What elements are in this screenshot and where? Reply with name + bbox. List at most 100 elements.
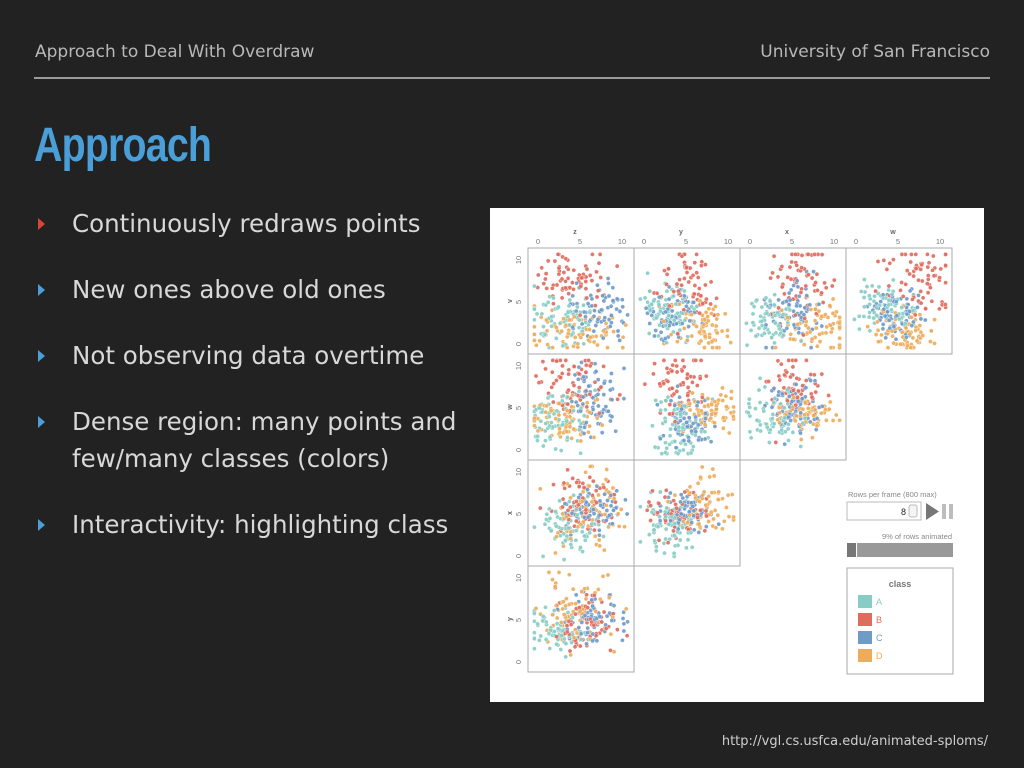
play-icon [926,503,939,520]
data-point [665,499,671,505]
row-header: v [507,299,514,303]
data-point [777,420,782,426]
data-point [598,503,603,508]
data-point [671,289,677,294]
data-point [596,537,602,543]
data-point [601,609,607,615]
data-point [553,446,558,452]
data-point [609,371,614,376]
bullet-arrow-icon [38,218,45,230]
data-point [800,383,805,388]
data-point [550,577,555,582]
data-point [600,422,605,428]
data-point [918,316,924,322]
data-point [558,647,564,652]
data-point [788,332,794,337]
data-point [708,279,714,285]
data-point [692,283,698,288]
data-point [608,493,614,498]
data-point [918,289,924,294]
data-point [918,300,924,306]
data-point [564,623,570,629]
data-point [666,313,671,319]
data-point [560,606,565,612]
data-point [574,499,579,504]
data-point [786,358,792,363]
data-point [590,638,595,644]
legend-label: C [876,633,883,643]
data-point [809,336,815,342]
data-point [589,619,594,625]
data-point [801,342,807,347]
data-point [542,521,548,527]
data-point [784,369,790,375]
data-point [593,323,599,328]
data-point [745,410,751,415]
data-point [778,401,783,407]
data-point [608,387,613,393]
data-point [592,379,598,385]
data-point [675,406,681,412]
data-point [582,425,587,430]
data-point [667,442,672,447]
data-point [787,307,793,313]
data-point [674,281,680,287]
data-point [580,489,586,495]
data-point [812,378,818,383]
progress-label: 9% of rows animated [882,532,952,541]
bullet-text: Interactivity: highlighting class [72,510,449,539]
data-point [608,303,614,309]
data-point [653,544,659,550]
data-point [856,314,862,319]
data-point [611,329,616,334]
data-point [535,621,540,627]
data-point [625,312,630,318]
data-point [621,396,627,401]
data-point [678,511,684,517]
tick-label: 0 [748,237,752,246]
data-point [697,376,703,381]
data-point [710,466,716,472]
data-point [925,290,931,295]
data-point [874,313,879,318]
tick-label: 0 [854,237,858,246]
data-point [686,438,692,444]
data-point [618,507,624,512]
data-point [678,492,684,498]
data-point [604,502,609,508]
data-point [606,595,612,601]
data-point [706,519,711,524]
data-point [663,398,669,403]
bullet-arrow-icon [38,350,45,362]
data-point [621,366,627,371]
data-point [782,441,788,447]
data-point [705,314,710,319]
data-point [714,345,720,350]
data-point [546,631,552,636]
data-point [692,291,697,297]
data-point [566,371,571,377]
data-point [547,414,552,419]
data-point [819,314,825,319]
data-point [648,518,653,523]
data-point [581,431,587,436]
data-point [568,542,574,547]
data-point [561,270,567,275]
data-point [532,283,537,289]
data-point [898,288,903,293]
data-point [802,316,808,321]
data-point [544,403,549,409]
data-point [668,332,674,337]
data-point [813,427,819,432]
data-point [689,520,694,526]
data-point [664,505,669,511]
data-point [541,443,546,449]
pause-icon [949,504,953,519]
data-point [532,646,537,652]
data-point [550,612,555,618]
data-point [699,395,705,400]
data-point [582,613,588,618]
tick-label: 5 [684,237,688,246]
data-point [833,412,839,418]
data-point [899,330,905,335]
